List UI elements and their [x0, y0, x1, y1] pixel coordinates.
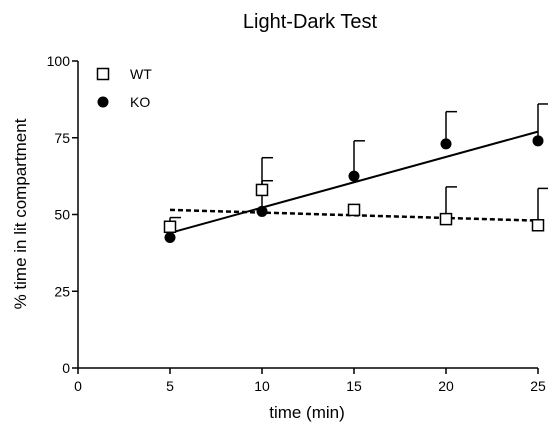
point-wt-0 — [163, 220, 177, 234]
x-axis-title: time (min) — [269, 403, 345, 422]
point-ko-0 — [164, 232, 176, 244]
fit-line-ko — [169, 130, 539, 234]
legend-marker-ko — [97, 96, 109, 108]
point-ko-2 — [348, 170, 360, 182]
x-tick-label-2: 10 — [254, 378, 270, 394]
x-tick-label-5: 25 — [530, 378, 546, 394]
point-wt-1 — [255, 183, 269, 197]
y-tick-label-1: 25 — [54, 283, 70, 299]
legend: WT KO — [96, 66, 152, 110]
y-axis-title: % time in lit compartment — [11, 118, 30, 309]
y-tick-label-2: 50 — [54, 207, 70, 223]
axes: 0 25 50 75 100 0 5 10 15 20 25 — [47, 53, 546, 394]
point-ko-3 — [440, 138, 452, 150]
y-tick-label-3: 75 — [54, 130, 70, 146]
point-wt-3 — [439, 212, 453, 226]
point-wt-2 — [347, 203, 361, 217]
x-tick-label-4: 20 — [438, 378, 454, 394]
chart-title: Light-Dark Test — [243, 11, 378, 33]
point-wt-4 — [531, 218, 545, 232]
x-tick-label-3: 15 — [346, 378, 362, 394]
y-tick-label-0: 0 — [62, 360, 70, 376]
legend-label-ko: KO — [130, 94, 150, 110]
x-tick-label-1: 5 — [166, 378, 174, 394]
point-ko-4 — [532, 135, 544, 147]
point-ko-1 — [256, 205, 268, 217]
data-markers — [163, 135, 545, 244]
y-tick-label-4: 100 — [47, 53, 71, 69]
legend-label-wt: WT — [130, 66, 152, 82]
legend-marker-wt — [96, 67, 110, 81]
x-tick-label-0: 0 — [74, 378, 82, 394]
